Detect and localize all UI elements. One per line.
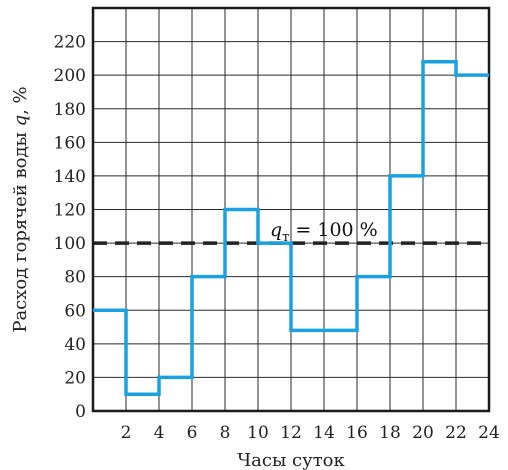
grid xyxy=(93,8,489,411)
y-tick-label: 60 xyxy=(64,301,86,321)
reference-line-label: qт = 100 % xyxy=(270,219,378,245)
x-axis-title: Часы суток xyxy=(237,450,345,470)
y-tick-label: 20 xyxy=(64,368,86,388)
y-tick-label: 220 xyxy=(54,33,86,53)
series-line xyxy=(93,59,489,396)
y-tick-label: 120 xyxy=(54,201,86,221)
y-axis-title: Расход горячей воды q, % xyxy=(10,86,31,332)
plot-border xyxy=(91,6,491,413)
y-tick-label: 180 xyxy=(54,100,86,120)
x-tick-label: 10 xyxy=(247,423,269,443)
y-tick-label: 40 xyxy=(64,335,86,355)
y-tick-label: 200 xyxy=(54,66,86,86)
y-tick-label: 140 xyxy=(54,167,86,187)
x-tick-label: 24 xyxy=(478,423,500,443)
y-axis-title-unit: , % xyxy=(10,86,31,115)
y-axis-title-text: Расход горячей воды xyxy=(10,126,31,332)
x-tick-label: 22 xyxy=(445,423,467,443)
y-tick-labels: 0 20 40 60 80 100 120 140 160 180 200 220 xyxy=(54,33,86,422)
x-tick-label: 8 xyxy=(220,423,231,443)
y-tick-label: 100 xyxy=(54,234,86,254)
x-tick-label: 16 xyxy=(346,423,368,443)
reference-label-symbol: q xyxy=(270,219,282,241)
x-tick-label: 2 xyxy=(121,423,132,443)
y-tick-label: 0 xyxy=(75,402,86,422)
y-tick-label: 80 xyxy=(64,268,86,288)
x-tick-label: 20 xyxy=(412,423,434,443)
reference-label-subscript: т xyxy=(282,230,289,245)
x-tick-label: 12 xyxy=(280,423,302,443)
x-tick-label: 14 xyxy=(313,423,335,443)
plot-frame xyxy=(91,6,491,413)
x-tick-labels: 2 4 6 8 10 12 14 16 18 20 22 24 xyxy=(121,423,500,443)
series-group xyxy=(93,59,489,396)
x-tick-label: 4 xyxy=(154,423,165,443)
reference-label-value: = 100 % xyxy=(289,219,377,241)
y-axis-title-symbol: q xyxy=(10,115,31,127)
x-tick-label: 18 xyxy=(379,423,401,443)
x-tick-label: 6 xyxy=(187,423,198,443)
y-tick-label: 160 xyxy=(54,133,86,153)
